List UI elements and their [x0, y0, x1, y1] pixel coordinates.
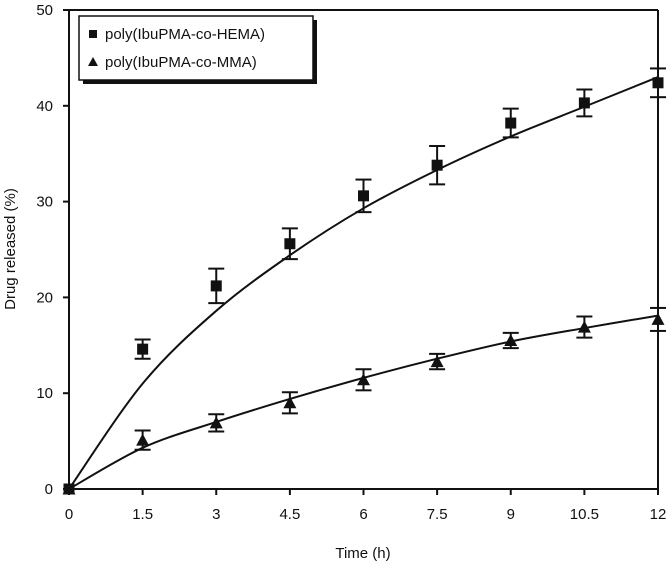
- triangle-marker: [62, 482, 76, 495]
- series-hema: [63, 67, 666, 495]
- y-axis: 0 10 20 30 40 50: [36, 2, 70, 498]
- triangle-marker: [430, 355, 444, 368]
- legend-item: poly(IbuPMA-co-HEMA): [89, 26, 265, 43]
- x-tick-label: 7.5: [427, 506, 448, 523]
- x-tick-label: 9: [507, 506, 515, 523]
- x-tick-label: 12: [650, 506, 667, 523]
- x-tick-label: 1.5: [132, 506, 153, 523]
- legend: poly(IbuPMA-co-HEMA) poly(IbuPMA-co-MMA): [78, 15, 317, 84]
- x-tick-label: 4.5: [279, 506, 300, 523]
- fit-curve: [68, 76, 659, 490]
- square-marker: [137, 343, 149, 355]
- y-tick-label: 30: [36, 194, 53, 211]
- x-tick-label: 0: [65, 506, 73, 523]
- x-tick-label: 10.5: [570, 506, 599, 523]
- series-mma: [62, 306, 666, 495]
- square-marker: [431, 159, 443, 171]
- triangle-marker: [651, 312, 665, 325]
- square-marker: [578, 97, 590, 109]
- triangle-marker: [88, 57, 98, 66]
- triangle-marker: [504, 334, 518, 347]
- x-axis: 0 1.5 3 4.5 6 7.5 9 10.5 12: [63, 488, 667, 523]
- square-marker: [210, 280, 222, 292]
- y-tick-label: 10: [36, 385, 53, 402]
- legend-label: poly(IbuPMA-co-HEMA): [105, 26, 265, 43]
- triangle-marker: [577, 320, 591, 333]
- legend-item: poly(IbuPMA-co-MMA): [88, 54, 257, 71]
- triangle-marker: [136, 433, 150, 446]
- series-layer: [62, 67, 666, 495]
- square-marker: [89, 30, 97, 38]
- legend-box: [78, 15, 314, 81]
- x-tick-label: 6: [359, 506, 367, 523]
- x-tick-label: 3: [212, 506, 220, 523]
- y-tick-label: 20: [36, 289, 53, 306]
- triangle-marker: [283, 396, 297, 409]
- square-marker: [358, 190, 369, 202]
- y-tick-label: 40: [36, 98, 53, 115]
- y-tick-label: 50: [36, 2, 53, 19]
- triangle-marker: [209, 416, 223, 429]
- legend-label: poly(IbuPMA-co-MMA): [105, 54, 257, 71]
- y-axis-title: Drug released (%): [2, 188, 19, 310]
- triangle-marker: [357, 373, 370, 386]
- square-marker: [284, 238, 296, 250]
- x-axis-title: Time (h): [335, 545, 390, 562]
- square-marker: [505, 117, 517, 129]
- square-marker: [652, 77, 664, 89]
- y-tick-label: 0: [45, 481, 53, 498]
